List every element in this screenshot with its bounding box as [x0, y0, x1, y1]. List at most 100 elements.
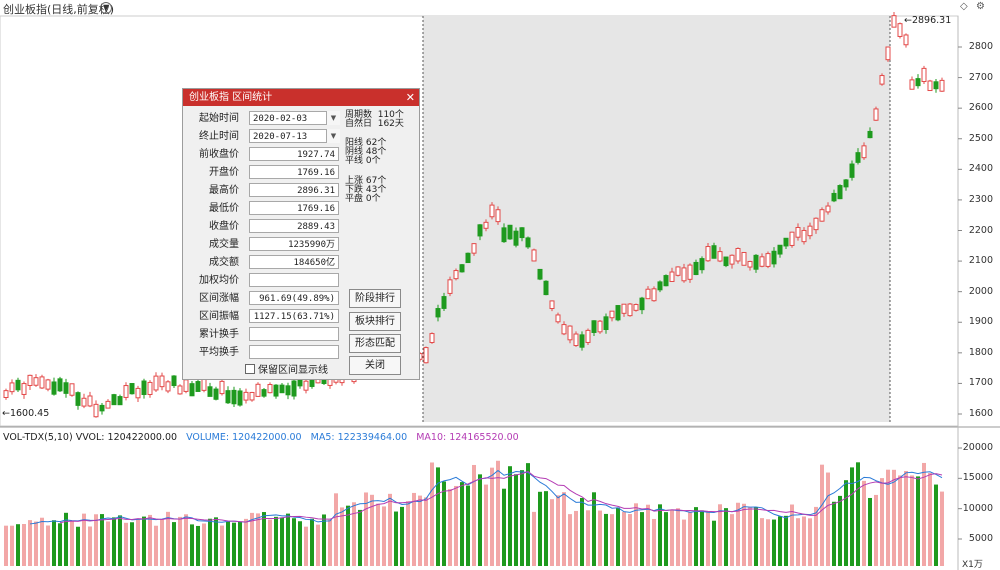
candle-body: [231, 389, 237, 405]
avg-turnover-field: [249, 345, 339, 359]
sector-rank-button[interactable]: 板块排行: [349, 312, 401, 331]
candle-body: [567, 325, 573, 341]
volume-bar: [484, 484, 488, 566]
volume-bar: [514, 474, 518, 566]
close-button[interactable]: 关闭: [349, 356, 401, 375]
volume-bar: [592, 492, 596, 566]
candle-body: [507, 224, 513, 240]
candle-body: [861, 145, 867, 159]
turnover-label: 累计换手: [199, 329, 239, 340]
candle-body: [651, 288, 657, 302]
low-annotation: ←1600.45: [2, 408, 50, 419]
volume-bar: [730, 514, 734, 566]
candle-body: [795, 226, 801, 238]
candle-body: [261, 389, 267, 397]
candle-body: [165, 381, 171, 392]
stat-yang: 阳线 62个: [345, 138, 387, 148]
volume-bar: [310, 518, 314, 566]
volume-bar: [256, 513, 260, 566]
candle-body: [549, 300, 555, 310]
volume-bar: [376, 503, 380, 566]
volume-bar: [676, 508, 680, 566]
volume-bar: [766, 519, 770, 566]
candle-body: [615, 305, 621, 321]
keep-range-checkbox[interactable]: [245, 364, 255, 374]
candle-body: [309, 378, 315, 387]
volume-bar: [544, 491, 548, 566]
low-label: 最低价: [209, 203, 239, 214]
diamond-icon[interactable]: ◇: [960, 1, 968, 12]
candle-body: [531, 249, 537, 262]
volume-bar: [874, 494, 878, 566]
close-icon[interactable]: ✕: [405, 91, 415, 104]
candle-body: [147, 381, 153, 395]
candle-body: [27, 374, 33, 386]
candle-body: [729, 254, 735, 265]
change-label: 区间涨幅: [199, 293, 239, 304]
volume-bar: [190, 524, 194, 566]
chevron-down-icon[interactable]: ▼: [326, 111, 340, 125]
volume-bar: [820, 464, 824, 566]
volume-bar: [532, 511, 536, 566]
volume-bar: [286, 513, 290, 566]
chevron-down-icon[interactable]: ▼: [326, 129, 340, 143]
candle-body: [513, 230, 519, 246]
start-time-label: 起始时间: [199, 113, 239, 124]
volume-bar: [568, 514, 572, 566]
volume-bar: [760, 518, 764, 566]
candle-body: [153, 375, 159, 391]
volume-bar: [100, 514, 104, 566]
volume-bar: [736, 502, 740, 566]
candle-body: [81, 397, 87, 407]
candle-body: [483, 221, 489, 229]
volume-bar: [304, 526, 308, 566]
volume-bar: [742, 503, 746, 566]
stat-up: 上涨 67个: [345, 176, 387, 186]
volume-bar: [496, 460, 500, 566]
volume-bar: [244, 518, 248, 566]
volume-bar: [52, 520, 56, 566]
candle-body: [171, 375, 177, 387]
candle-body: [477, 224, 483, 237]
chevron-down-icon[interactable]: ▼: [100, 2, 112, 14]
volume-ma10-line: [59, 470, 943, 524]
volume-bar: [694, 507, 698, 566]
volume-bar: [502, 488, 506, 566]
wavg-label: 加权均价: [199, 275, 239, 286]
dialog-title-bar[interactable]: 创业板指 区间统计 ✕: [183, 89, 419, 106]
candle-body: [921, 67, 927, 83]
candle-body: [681, 267, 687, 282]
candle-body: [459, 264, 465, 273]
candle-body: [561, 324, 567, 335]
volume-bar: [724, 508, 728, 566]
candle-body: [237, 390, 243, 406]
candle-body: [765, 253, 771, 267]
candle-body: [663, 275, 669, 287]
price-tick-label: 2300: [968, 193, 993, 205]
pattern-match-button[interactable]: 形态匹配: [349, 334, 401, 353]
candle-body: [699, 258, 705, 271]
volume-tick-label: 5000: [968, 533, 993, 544]
volume-bar: [688, 512, 692, 566]
volume-bar: [178, 516, 182, 566]
stage-rank-button[interactable]: 阶段排行: [349, 289, 401, 308]
volume-bar: [22, 523, 26, 566]
volume-bar: [442, 481, 446, 566]
candle-body: [465, 252, 471, 264]
wavg-field: [249, 273, 339, 287]
settings-icon[interactable]: ⚙: [976, 1, 985, 12]
prev-close-label: 前收盘价: [199, 149, 239, 160]
volume-bar: [778, 516, 782, 566]
volume-bar: [808, 518, 812, 566]
volume-bar: [436, 467, 440, 566]
candle-body: [675, 266, 681, 276]
price-tick-label: 2100: [968, 255, 993, 267]
candle-body: [279, 384, 285, 394]
candle-body: [885, 46, 891, 61]
end-time-field[interactable]: 2020-07-13: [249, 129, 339, 143]
volume-bar: [352, 502, 356, 566]
candle-body: [555, 314, 561, 323]
range-stats-dialog[interactable]: 创业板指 区间统计 ✕ 起始时间 2020-02-03 ▼ 终止时间 2020-…: [182, 88, 420, 380]
volume-bar: [34, 521, 38, 566]
